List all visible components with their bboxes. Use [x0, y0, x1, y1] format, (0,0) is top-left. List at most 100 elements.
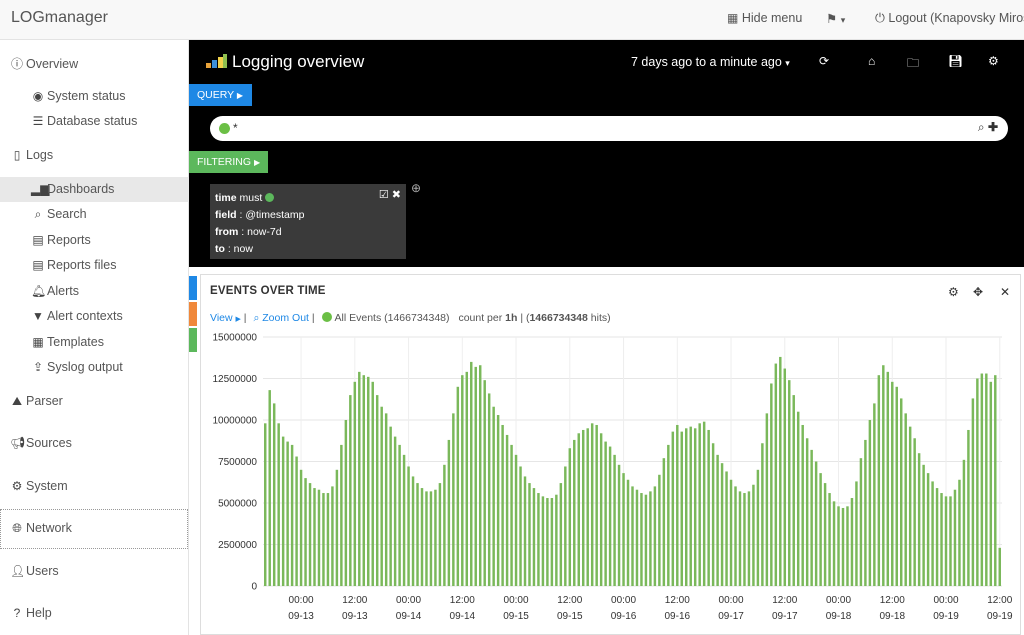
histogram-bar: [819, 473, 822, 586]
histogram-bar: [801, 424, 804, 586]
sidebar-item-label: System: [26, 479, 68, 493]
x-tick-time: 12:00: [450, 595, 475, 606]
histogram-bar: [792, 395, 795, 586]
edit-check-icon[interactable]: ☑: [378, 189, 389, 201]
view-dropdown[interactable]: View ▶: [210, 312, 241, 324]
histogram-bar: [564, 466, 567, 586]
zoom-icon: ⌕: [253, 312, 260, 324]
events-histogram[interactable]: 15000000 12500000 10000000 7500000 5000000 25…: [201, 329, 1020, 635]
histogram-bar: [944, 496, 948, 586]
histogram-bar: [635, 489, 639, 586]
x-tick-time: 00:00: [719, 595, 744, 606]
sidebar-item-overview[interactable]: ⓘ Overview: [10, 55, 78, 72]
caret-right-icon: ▶: [253, 158, 261, 167]
series-color-dot[interactable]: [321, 312, 332, 322]
panel-settings-icon[interactable]: ⚙: [948, 285, 959, 299]
query-toggle[interactable]: QUERY ▶: [189, 84, 252, 106]
sidebar-item-search[interactable]: ⌕ Search: [31, 207, 87, 222]
filter-icon: ▼: [32, 309, 44, 323]
query-color-dot[interactable]: [219, 123, 230, 134]
search-icon[interactable]: ⌕: [977, 120, 985, 134]
hits-suffix: hits): [590, 312, 611, 324]
sidebar-item-system-status[interactable]: ◉ System status: [31, 89, 126, 103]
histogram-bar: [281, 436, 285, 586]
histogram-bar: [434, 489, 437, 586]
histogram-bar: [456, 386, 460, 586]
histogram-bar: [855, 481, 858, 586]
filter-from-value: : now-7d: [241, 226, 282, 238]
sidebar-item-alert-contexts[interactable]: ▼ Alert contexts: [31, 309, 123, 323]
histogram-bar: [814, 461, 818, 586]
histogram-bar: [559, 483, 563, 586]
sidebar-item-database-status[interactable]: ☰ Database status: [31, 114, 138, 128]
x-tick-date: 09-14: [396, 611, 422, 622]
sidebar-item-templates[interactable]: ▦ Templates: [31, 335, 104, 349]
histogram-bar: [864, 439, 867, 586]
plus-icon[interactable]: ✚: [987, 120, 998, 134]
sidebar-item-label: Templates: [47, 335, 104, 349]
row-tab-blue[interactable]: [189, 276, 197, 300]
sidebar-item-system[interactable]: ⚙ System: [10, 479, 68, 493]
panel-close-icon[interactable]: ✕: [1000, 285, 1011, 299]
close-icon[interactable]: ✖: [391, 189, 401, 201]
timerange-dropdown[interactable]: 7 days ago to a minute ago ▾: [631, 55, 790, 69]
sidebar-item-parser[interactable]: ⛰ Parser: [10, 394, 63, 409]
sidebar-item-sources[interactable]: 📢︎Sources: [10, 436, 72, 450]
query-label: QUERY: [197, 89, 234, 101]
brand-logo[interactable]: LOGmanager: [11, 9, 108, 26]
filtering-toggle[interactable]: FILTERING ▶: [189, 151, 268, 173]
add-filter-icon[interactable]: ⊕: [411, 181, 422, 195]
sidebar-item-network[interactable]: 🌐︎ Network: [10, 521, 72, 536]
sidebar-item-dashboards[interactable]: ▂▆Dashboards: [31, 182, 114, 196]
sidebar-item-reports[interactable]: ▤ Reports: [31, 233, 90, 247]
refresh-icon[interactable]: ⟳: [819, 54, 830, 68]
sidebar-item-reports-files[interactable]: ▤ Reports files: [31, 258, 116, 272]
sidebar-item-help[interactable]: ? Help: [10, 606, 52, 620]
histogram-bar: [582, 429, 585, 586]
panel-move-icon[interactable]: ✥: [973, 285, 984, 299]
sidebar-item-users[interactable]: 👤︎Users: [10, 564, 59, 578]
folder-open-icon[interactable]: 🗀︎: [907, 56, 920, 70]
hide-menu-button[interactable]: ▦ Hide menu: [727, 11, 802, 25]
home-icon[interactable]: ⌂: [868, 54, 876, 68]
x-tick-date: 09-19: [933, 611, 959, 622]
histogram-bar: [900, 398, 903, 586]
histogram-bar: [496, 415, 500, 586]
events-over-time-panel: EVENTS OVER TIME ⚙ ✥ ✕ View ▶ | ⌕ Zoom O…: [200, 274, 1021, 635]
histogram-bar: [698, 423, 701, 586]
histogram-bar: [649, 491, 652, 586]
histogram-bar: [752, 484, 755, 586]
sidebar-item-logs[interactable]: ▯ Logs: [10, 148, 53, 162]
logout-button[interactable]: ⏻ Logout (Knapovsky Miros: [875, 11, 1024, 26]
histogram-bar: [304, 478, 307, 586]
row-tab-orange[interactable]: [189, 302, 197, 326]
settings-icon[interactable]: ⚙: [988, 54, 999, 68]
histogram-bar: [389, 426, 392, 586]
language-flag-dropdown[interactable]: ⚑ ▾: [826, 11, 845, 26]
file-icon: ▯: [13, 148, 21, 162]
sidebar-item-alerts[interactable]: 🔔︎Alerts: [31, 284, 79, 298]
save-icon[interactable]: 💾︎: [948, 54, 964, 68]
road-icon: ⛰: [11, 394, 23, 408]
bar-series: [264, 356, 1001, 586]
histogram-bar: [577, 433, 580, 586]
histogram-bar: [738, 491, 742, 586]
query-input[interactable]: *: [233, 121, 238, 135]
caret-right-icon: ▶: [236, 91, 244, 100]
row-tab-green[interactable]: [189, 328, 197, 352]
histogram-bar: [747, 491, 751, 586]
sidebar-item-syslog-output[interactable]: ⇪ Syslog output: [31, 360, 123, 374]
sidebar-item-label: Reports files: [47, 258, 117, 272]
cog-icon: ⚙: [11, 479, 23, 493]
y-tick-label: 2500000: [218, 540, 257, 551]
x-tick-date: 09-17: [718, 611, 744, 622]
time-filter-card[interactable]: ☑ ✖ time must field : @timestamp from : …: [210, 184, 406, 259]
dashboard-header-panel: Logging overview 7 days ago to a minute …: [189, 40, 1024, 267]
flag-icon: ⚑: [826, 12, 838, 26]
zoom-out-link[interactable]: ⌕ Zoom Out: [253, 312, 309, 324]
histogram-bar: [326, 493, 330, 586]
y-tick-label: 7500000: [218, 457, 257, 468]
count-prefix: count per: [458, 312, 503, 324]
histogram-bar: [573, 439, 576, 586]
sidebar-item-label: Dashboards: [47, 182, 115, 196]
